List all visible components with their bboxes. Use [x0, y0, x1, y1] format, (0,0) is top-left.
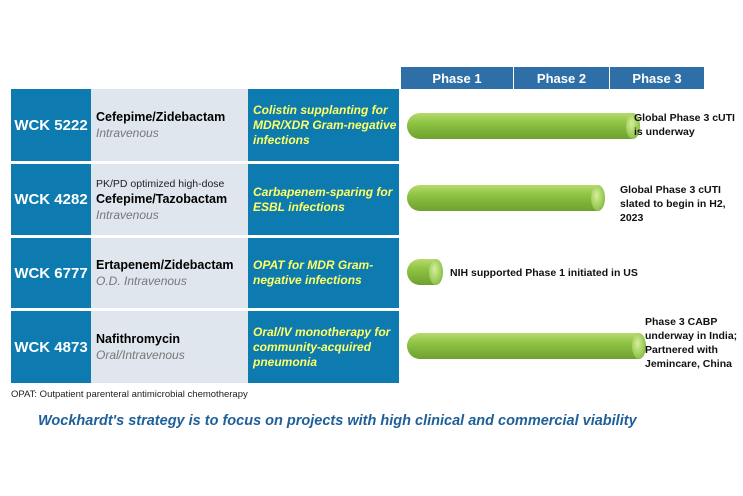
progress-bar-wck4282: [407, 185, 597, 211]
drug-cell: PK/PD optimized high-dose Cefepime/Tazob…: [91, 164, 248, 235]
compound-code: WCK 6777: [11, 238, 91, 308]
drug-route: Intravenous: [96, 207, 159, 222]
indication: OPAT for MDR Gram-negative infections: [248, 238, 399, 308]
phase-header-3: Phase 3: [610, 67, 705, 89]
phase-header-2: Phase 2: [514, 67, 610, 89]
row-divider: [11, 235, 399, 238]
progress-bar-wck4873: [407, 333, 639, 359]
footnote: OPAT: Outpatient parenteral antimicrobia…: [11, 389, 248, 400]
progress-bar-cap: [626, 113, 640, 139]
drug-route: Intravenous: [96, 126, 159, 140]
drug-route: O.D. Intravenous: [96, 274, 187, 288]
indication: Carbapenem-sparing for ESBL infections: [248, 164, 399, 235]
drug-name: Cefepime/Zidebactam: [96, 110, 226, 124]
compound-code: WCK 4282: [11, 164, 91, 235]
phase-header-1: Phase 1: [401, 67, 514, 89]
progress-bar-wck5222: [407, 113, 633, 139]
progress-bar-cap: [591, 185, 605, 211]
row-divider: [11, 161, 399, 164]
drug-name: Ertapenem/Zidebactam: [96, 258, 234, 272]
status-text: Global Phase 3 cUTI is underway: [634, 112, 735, 138]
drug-cell: Nafithromycin Oral/Intravenous: [91, 311, 248, 383]
drug-route: Oral/Intravenous: [96, 348, 185, 362]
drug-name: Cefepime/Tazobactam: [96, 191, 228, 206]
pipeline-row-wck5222: WCK 5222 Cefepime/Zidebactam Intravenous…: [11, 89, 399, 161]
indication: Colistin supplanting for MDR/XDR Gram-ne…: [248, 89, 399, 161]
progress-bar-cap: [429, 259, 443, 285]
drug-cell: Ertapenem/Zidebactam O.D. Intravenous: [91, 238, 248, 308]
strategy-statement: Wockhardt's strategy is to focus on proj…: [38, 413, 637, 429]
progress-bar-cap: [632, 333, 646, 359]
pipeline-row-wck4873: WCK 4873 Nafithromycin Oral/Intravenous …: [11, 311, 399, 383]
pipeline-row-wck6777: WCK 6777 Ertapenem/Zidebactam O.D. Intra…: [11, 238, 399, 308]
status-text: Phase 3 CABP underway in India; Partnere…: [645, 316, 738, 370]
status-text: Global Phase 3 cUTI slated to begin in H…: [620, 184, 726, 224]
compound-code: WCK 4873: [11, 311, 91, 383]
drug-descriptor: PK/PD optimized high-dose: [96, 177, 225, 190]
row-divider: [11, 308, 399, 311]
pipeline-row-wck4282: WCK 4282 PK/PD optimized high-dose Cefep…: [11, 164, 399, 235]
indication: Oral/IV monotherapy for community-acquir…: [248, 311, 399, 383]
drug-name: Nafithromycin: [96, 332, 181, 346]
drug-cell: Cefepime/Zidebactam Intravenous: [91, 89, 248, 161]
status-text: NIH supported Phase 1 initiated in US: [450, 267, 638, 279]
compound-code: WCK 5222: [11, 89, 91, 161]
